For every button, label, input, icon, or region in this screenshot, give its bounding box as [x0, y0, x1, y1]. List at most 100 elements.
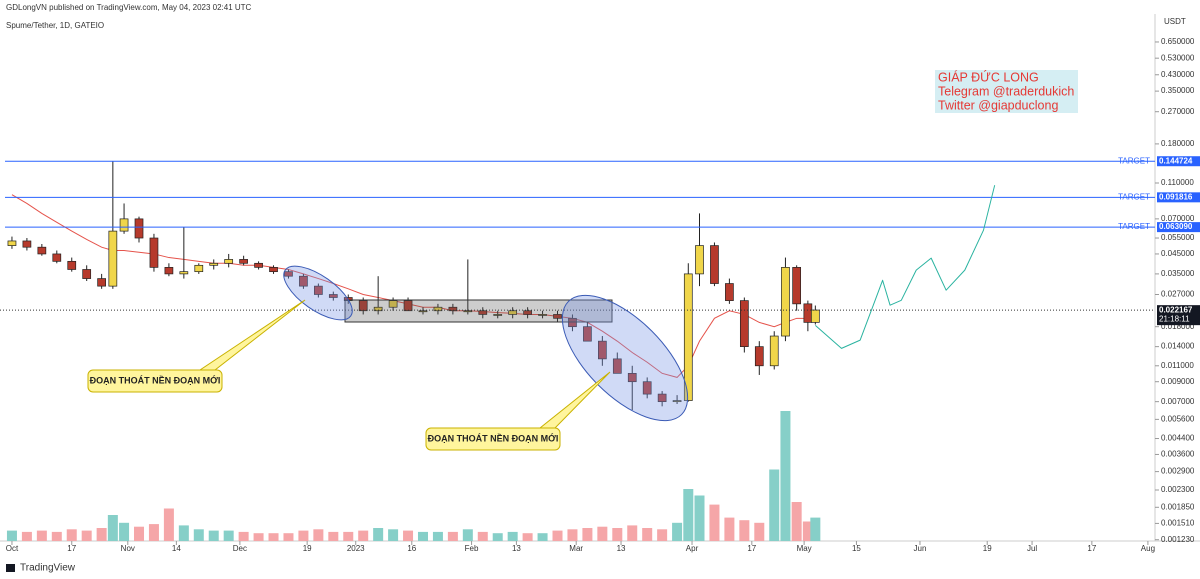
volume-bar: [96, 528, 107, 541]
candle-body: [179, 271, 189, 275]
volume-bar: [51, 531, 62, 541]
target-name: TARGET: [1118, 156, 1150, 165]
callout-box: [87, 369, 223, 393]
candle-body: [22, 240, 32, 248]
price-tag-label: 0.144724: [1159, 156, 1193, 165]
volume-bar: [403, 530, 414, 541]
target-name: TARGET: [1118, 192, 1150, 201]
price-tag-label: 0.022167: [1159, 305, 1193, 314]
candle-body: [164, 267, 174, 275]
candle-body: [433, 306, 443, 312]
candle-body: [553, 314, 562, 319]
symbol-title: Spume/Tether, 1D, GATEIO: [6, 21, 104, 30]
candle-body: [710, 245, 719, 284]
x-tick-label: 2023: [347, 544, 365, 553]
y-tick-label: 0.002900: [1161, 467, 1195, 476]
volume-bar: [597, 526, 608, 541]
volume-bar: [642, 528, 653, 541]
volume-bar: [253, 533, 264, 541]
x-tick-label: Dec: [233, 544, 247, 553]
volume-bar: [283, 533, 294, 541]
volume-bar: [462, 529, 473, 541]
target-name: TARGET: [1118, 222, 1150, 231]
y-tick-label: 0.430000: [1161, 70, 1195, 79]
logo: [6, 564, 15, 572]
candle-body: [597, 340, 607, 360]
candle-body: [792, 267, 802, 305]
y-tick-label: 0.650000: [1161, 37, 1195, 46]
volume-bar: [447, 531, 458, 541]
author-box: [935, 70, 1078, 113]
candle-body: [683, 273, 693, 401]
x-tick-label: 14: [172, 544, 181, 553]
x-tick-label: May: [797, 544, 812, 553]
volume-bar: [724, 517, 735, 541]
x-tick-label: Aug: [1141, 544, 1155, 553]
range-box: [344, 299, 613, 323]
ellipse: [561, 294, 689, 422]
author-line: Telegram @traderdukich: [938, 84, 1074, 98]
x-tick-label: Apr: [686, 544, 699, 553]
y-tick-label: 0.005600: [1161, 414, 1195, 423]
candle-body: [299, 275, 308, 287]
volume-bar: [373, 528, 384, 541]
candle-body: [538, 314, 547, 316]
y-tick-label: 0.018000: [1161, 322, 1195, 331]
candle-body: [254, 262, 263, 268]
volume-bar: [582, 528, 593, 541]
volume-bar: [163, 508, 174, 541]
y-tick-label: 0.007000: [1161, 397, 1195, 406]
y-tick-label: 0.002300: [1161, 485, 1195, 494]
callout-box: [425, 427, 561, 451]
price-tag-label: 0.091816: [1159, 192, 1193, 201]
y-tick-label: 0.009000: [1161, 377, 1195, 386]
y-tick-label: 0.001230: [1161, 535, 1195, 544]
candle-body: [37, 246, 47, 255]
x-tick-label: Jul: [1027, 544, 1037, 553]
volume-bar: [754, 522, 765, 541]
candle-body: [508, 310, 518, 315]
x-tick-label: 19: [983, 544, 992, 553]
candle-body: [478, 310, 488, 315]
x-tick-label: Feb: [465, 544, 479, 553]
plot: [0, 160, 1155, 541]
volume-bar: [119, 522, 130, 541]
candle-body: [739, 300, 749, 347]
volume-bar: [107, 515, 118, 541]
volume-bar: [522, 533, 533, 541]
volume-bar: [328, 531, 339, 541]
x-tick-label: 19: [303, 544, 312, 553]
y-tick-label: 0.001510: [1161, 519, 1195, 528]
x-tick-label: 16: [407, 544, 416, 553]
y-axis-label: USDT: [1164, 17, 1186, 26]
x-tick-label: 17: [67, 544, 76, 553]
price-tag: [1157, 156, 1200, 167]
y-tick-label: 0.110000: [1161, 178, 1194, 187]
candle-body: [695, 245, 704, 275]
candle-body: [657, 393, 667, 403]
volume-bar: [477, 531, 488, 541]
candle-body: [523, 310, 532, 315]
candle-body: [803, 303, 813, 323]
author-line: Twitter @giapduclong: [938, 98, 1058, 112]
moving-average: [11, 194, 816, 378]
volume-bar: [657, 529, 668, 541]
x-tick-label: Mar: [569, 544, 583, 553]
volume-bar: [193, 529, 204, 541]
candle-body: [418, 310, 428, 313]
ellipse: [283, 265, 353, 321]
volume-bar: [6, 530, 17, 541]
y-tick-label: 0.011000: [1161, 361, 1194, 370]
volume-bar: [148, 524, 159, 541]
volume-bar: [66, 529, 77, 541]
countdown: 21:18:11: [1159, 314, 1190, 323]
candle-body: [52, 253, 62, 262]
price-tag: [1157, 305, 1200, 326]
candle-body: [725, 283, 734, 301]
candle-body: [194, 264, 204, 273]
callout-text: ĐOẠN THOÁT NỀN ĐOẠN MỚI: [90, 374, 221, 385]
callout-text: ĐOẠN THOÁT NỀN ĐOẠN MỚI: [428, 432, 559, 443]
volume-bar: [802, 521, 813, 541]
candle-body: [583, 326, 592, 342]
x-tick-label: 17: [1087, 544, 1096, 553]
